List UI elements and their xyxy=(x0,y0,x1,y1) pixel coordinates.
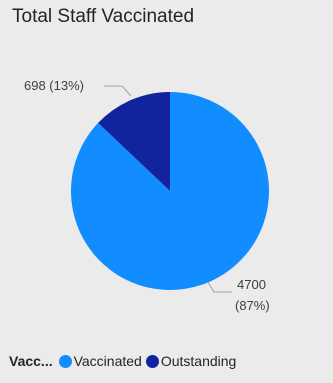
leader-line-outstanding xyxy=(104,85,132,97)
legend-title: Vacc... xyxy=(9,353,53,369)
legend-item-outstanding[interactable]: Outstanding xyxy=(145,353,237,369)
legend: Vacc... Vaccinated Outstanding xyxy=(9,351,240,371)
data-label-vaccinated-percent: (87%) xyxy=(235,298,270,313)
legend-item-vaccinated[interactable]: Vaccinated xyxy=(58,353,142,369)
pie-slice-outstanding[interactable] xyxy=(98,92,170,191)
data-label-vaccinated-value: 4700 xyxy=(237,277,266,292)
leader-line-vaccinated xyxy=(207,281,232,293)
pie-slice-vaccinated[interactable] xyxy=(70,92,269,290)
chart-title: Total Staff Vaccinated xyxy=(12,6,195,27)
legend-label-outstanding: Outstanding xyxy=(160,353,237,369)
legend-swatch-vaccinated xyxy=(58,354,72,368)
legend-swatch-outstanding xyxy=(145,354,159,368)
data-label-outstanding: 698 (13%) xyxy=(24,78,84,93)
legend-label-vaccinated: Vaccinated xyxy=(73,353,142,369)
